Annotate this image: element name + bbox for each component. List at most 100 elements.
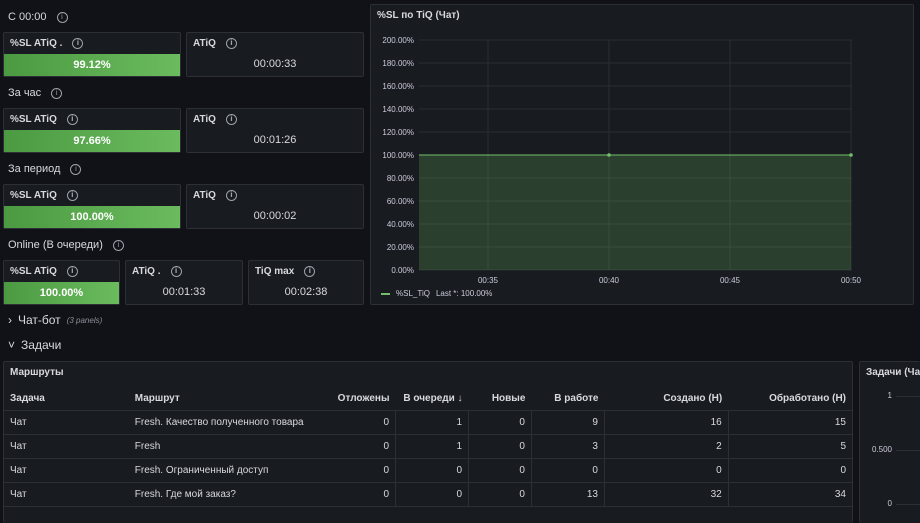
column-header-deferred[interactable]: Отложены [324, 387, 396, 411]
cell-created: 32 [603, 482, 729, 507]
series-area [419, 155, 851, 270]
y-tick-label: 80.00% [387, 174, 414, 183]
chart-legend[interactable]: %SL_TiQ Last *: 100.00% [381, 289, 492, 298]
column-header-task[interactable]: Задача [4, 387, 129, 411]
row-chatbot[interactable]: › Чат-бот (3 panels) [8, 313, 102, 327]
cell-in-work: 13 [530, 482, 605, 507]
atiq-hour-panel: ATiQ i 00:01:26 [186, 108, 364, 153]
y-tick-label: 200.00% [382, 36, 414, 45]
gauge-value: 100.00% [70, 211, 114, 223]
cell-deferred: 0 [324, 458, 396, 483]
x-tick-label: 00:50 [841, 276, 862, 285]
cell-in-queue: 1 [395, 410, 469, 435]
info-icon[interactable]: i [66, 266, 78, 277]
info-icon[interactable]: i [112, 239, 124, 251]
info-icon[interactable]: i [56, 11, 68, 23]
info-icon[interactable]: i [66, 114, 78, 125]
panel-title: TiQ max i [255, 266, 316, 277]
y-tick-label: 100.00% [382, 151, 414, 160]
cell-task: Чат [4, 434, 129, 459]
atiq-period-panel: ATiQ i 00:00:02 [186, 184, 364, 229]
cell-processed: 34 [727, 482, 852, 507]
column-header-new[interactable]: Новые [468, 387, 532, 411]
atiq-online-panel: ATiQ . i 00:01:33 [125, 260, 243, 305]
x-tick-label: 00:40 [599, 276, 620, 285]
cell-task: Чат [4, 410, 129, 435]
y-tick-label: 120.00% [382, 128, 414, 137]
legend-series-name: %SL_TiQ [396, 289, 430, 298]
info-icon[interactable]: i [225, 38, 237, 49]
info-icon[interactable]: i [72, 38, 84, 49]
table-row: Чат Fresh 0 1 0 3 2 5 [4, 434, 852, 459]
panel-title-text: TiQ max [255, 266, 295, 277]
row-tasks[interactable]: ˅ Задачи [8, 338, 61, 352]
y-tick-label: 40.00% [387, 220, 414, 229]
info-icon[interactable]: i [304, 266, 316, 277]
y-tick-label: 60.00% [387, 197, 414, 206]
row-title: Задачи [21, 338, 62, 352]
gauge-value: 97.66% [73, 135, 111, 147]
section-title-hour: За час i [8, 87, 63, 99]
info-icon[interactable]: i [70, 163, 82, 175]
tiq-max-online-panel: TiQ max i 00:02:38 [248, 260, 364, 305]
info-icon[interactable]: i [51, 87, 63, 99]
info-icon[interactable]: i [170, 266, 182, 277]
column-header-created[interactable]: Создано (Н) [604, 387, 729, 411]
section-label: Online (В очереди) [8, 239, 103, 251]
info-icon[interactable]: i [225, 190, 237, 201]
atiq-c0000-panel: ATiQ i 00:00:33 [186, 32, 364, 77]
y-tick-label: 1 [887, 391, 892, 400]
panel-title-text: ATiQ [193, 190, 216, 201]
info-icon[interactable]: i [66, 190, 78, 201]
y-tick-label: 180.00% [382, 59, 414, 68]
stat-value: 00:01:26 [253, 134, 297, 146]
column-header-in-queue[interactable]: В очереди ↓ [395, 387, 469, 411]
data-point [849, 153, 853, 157]
panel-title: %SL ATiQ . i [10, 38, 84, 49]
cell-processed: 0 [727, 458, 852, 483]
sort-arrow-icon: ↓ [457, 393, 463, 404]
stat-value: 00:00:02 [253, 210, 297, 222]
cell-processed: 5 [727, 434, 852, 459]
legend-swatch [381, 292, 390, 295]
sl-tiq-chart-panel: %SL по TiQ (Чат) 200.00% 180.00% 160.00% 14… [370, 4, 914, 305]
cell-task: Чат [4, 482, 129, 507]
cell-in-queue: 0 [395, 458, 469, 483]
stat-value: 00:02:38 [284, 286, 328, 298]
panel-title-text: ATiQ [193, 38, 216, 49]
y-tick-label: 160.00% [382, 82, 414, 91]
panel-title: ATiQ . i [132, 266, 182, 277]
cell-in-work: 0 [530, 458, 605, 483]
grid-line [896, 396, 920, 397]
table-title: Маршруты [10, 367, 64, 378]
panel-title: ATiQ i [193, 190, 237, 201]
table-row: Чат Fresh. Где мой заказ? 0 0 0 13 32 34 [4, 482, 852, 507]
section-label: С 00:00 [8, 11, 47, 23]
table-row: Чат Fresh. Ограниченный доступ 0 0 0 0 0… [4, 458, 852, 483]
cell-route: Fresh. Качество полученного товара [128, 410, 325, 435]
cell-task: Чат [4, 458, 129, 483]
sl-atiq-hour-panel: %SL ATiQ i 97.66% [3, 108, 181, 153]
tasks-chat-panel: Задачи (Чат 1 0.500 0 [859, 361, 920, 523]
column-header-in-work[interactable]: В работе [531, 387, 605, 411]
routes-table: Задача Маршрут Отложены В очереди ↓ Новы… [4, 387, 852, 507]
sl-atiq-period-panel: %SL ATiQ i 100.00% [3, 184, 181, 229]
cell-created: 0 [603, 458, 729, 483]
column-header-processed[interactable]: Обработано (Н) [728, 387, 852, 411]
cell-in-queue: 0 [395, 482, 469, 507]
column-header-route[interactable]: Маршрут [128, 387, 325, 411]
stat-value: 00:01:33 [162, 286, 206, 298]
gauge-value: 100.00% [39, 287, 84, 299]
row-title: Чат-бот [18, 313, 61, 327]
info-icon[interactable]: i [225, 114, 237, 125]
data-point [607, 153, 611, 157]
cell-new: 0 [468, 434, 532, 459]
x-tick-label: 00:45 [720, 276, 741, 285]
cell-route: Fresh. Где мой заказ? [128, 482, 325, 507]
panel-title: ATiQ i [193, 38, 237, 49]
cell-new: 0 [468, 482, 532, 507]
panel-title-text: %SL ATiQ [10, 114, 57, 125]
panel-title-text: %SL ATiQ [10, 190, 57, 201]
routes-table-panel: Маршруты Задача Маршрут Отложены В очере… [3, 361, 853, 523]
table-header-row: Задача Маршрут Отложены В очереди ↓ Новы… [4, 387, 852, 411]
